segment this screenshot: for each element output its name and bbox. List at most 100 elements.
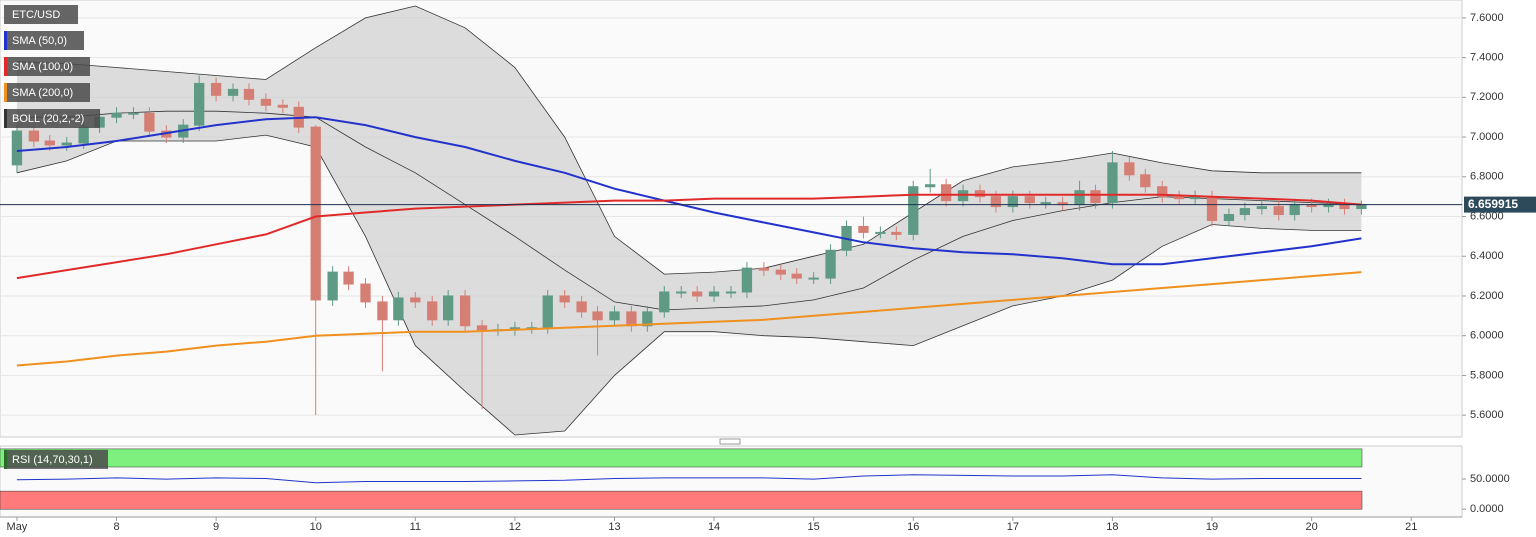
x-tick-label: 21 [1405, 521, 1417, 533]
candle-body [227, 88, 239, 96]
legend-swatch [4, 449, 7, 469]
candle-body [825, 249, 836, 279]
x-tick-label: 8 [113, 521, 119, 533]
candle-body [1273, 206, 1284, 216]
candle-body [1107, 162, 1118, 204]
candle-body [891, 231, 902, 235]
candle-body [1007, 196, 1018, 208]
candle-layer [11, 75, 1367, 416]
candle-body [393, 297, 404, 321]
candle-body [542, 295, 553, 329]
candle-body [659, 291, 670, 313]
rsi-overbought-zone [0, 448, 1363, 468]
candle-body [44, 140, 55, 146]
candle-body [377, 301, 388, 321]
rsi-y-tick-label: 0.0000 [1470, 503, 1504, 515]
x-tick-label: 15 [808, 521, 820, 533]
y-tick-label: 7.4000 [1470, 52, 1504, 64]
x-tick-label: 20 [1305, 521, 1317, 533]
y-tick-label: 7.6000 [1470, 12, 1504, 24]
candle-body [1140, 174, 1151, 188]
candle-body [858, 225, 869, 233]
sma-line [16, 116, 1362, 266]
y-tick-label: 6.6000 [1470, 210, 1504, 222]
candle-body [691, 291, 703, 297]
x-tick-label: 17 [1007, 521, 1019, 533]
candle-body [576, 301, 587, 313]
candle-body [808, 277, 819, 280]
candle-body [194, 82, 205, 126]
grid-layer [0, 17, 1462, 416]
candle-body [775, 269, 786, 275]
x-tick-label: 12 [509, 521, 521, 533]
y-tick-label: 6.0000 [1470, 330, 1504, 342]
sma-line [16, 193, 1362, 280]
candle-body [459, 295, 471, 327]
candle-body [327, 271, 338, 301]
y-tick-label: 7.0000 [1470, 131, 1504, 143]
candle-body [908, 186, 919, 235]
candle-body [974, 190, 986, 198]
boll-middle [16, 110, 1362, 311]
legend-swatch [4, 57, 7, 76]
candle-body [310, 126, 321, 301]
candle-body [11, 130, 23, 166]
candle-body [559, 295, 570, 303]
candle-body [626, 311, 637, 327]
panel-divider-handle[interactable] [719, 438, 741, 445]
x-tick-label: May [7, 521, 28, 533]
x-tick-label: 18 [1106, 521, 1118, 533]
boll-fill [16, 5, 1362, 436]
legend-box [4, 449, 108, 469]
legend-label: SMA (100,0) [12, 61, 73, 73]
rsi-line [16, 474, 1362, 484]
y-tick-label: 6.2000 [1470, 290, 1504, 302]
legend-box [4, 57, 90, 76]
candle-body [758, 267, 770, 271]
candle-body [111, 112, 122, 118]
candle-body [260, 98, 272, 106]
candle-body [925, 184, 936, 188]
candle-body [1040, 202, 1051, 205]
candle-body [676, 291, 687, 294]
candle-body [791, 273, 802, 279]
candle-body [1206, 196, 1218, 221]
candle-body [940, 184, 952, 202]
candle-body [875, 231, 886, 234]
legend-label: RSI (14,70,30,1) [12, 454, 93, 466]
candle-body [443, 295, 454, 321]
axis-layer: 5.6000 5.8000 6.0000 6.2000 6.4000 6.6000 6.80… [7, 12, 1536, 533]
legend-label: SMA (50,0) [12, 35, 67, 47]
overlay-layer [0, 116, 1462, 367]
candle-body [708, 291, 720, 297]
legend-swatch [4, 83, 7, 102]
candle-body [642, 311, 653, 327]
x-tick-label: 11 [410, 521, 421, 533]
candle-body [78, 126, 89, 144]
candle-body [343, 271, 354, 285]
candle-body [243, 88, 255, 100]
legend-label: ETC/USD [12, 9, 60, 21]
x-tick-label: 13 [608, 521, 620, 533]
candle-body [1289, 204, 1300, 216]
legend-label: SMA (200,0) [12, 87, 73, 99]
candle-body [1157, 186, 1168, 198]
legend: ETC/USD SMA (50,0) SMA (100,0) SMA (200,0) B… [4, 5, 108, 469]
candle-body [360, 283, 371, 303]
candle-body [741, 267, 753, 293]
x-tick-label: 10 [310, 521, 322, 533]
candle-body [1074, 190, 1085, 206]
candle-body [1239, 208, 1251, 216]
boll-upper [16, 5, 1362, 275]
legend-box [4, 83, 90, 102]
candle-body [725, 291, 737, 294]
rsi-layer [0, 448, 1363, 510]
candle-body [609, 311, 620, 321]
y-tick-label: 5.6000 [1470, 409, 1504, 421]
y-tick-label: 5.8000 [1470, 369, 1504, 381]
y-tick-label: 6.8000 [1470, 171, 1504, 183]
legend-label: BOLL (20,2,-2) [12, 113, 84, 125]
x-tick-label: 9 [213, 521, 219, 533]
legend-swatch [4, 31, 7, 50]
